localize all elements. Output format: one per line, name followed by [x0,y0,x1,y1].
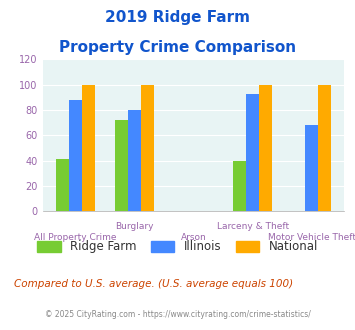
Text: All Property Crime: All Property Crime [34,233,116,243]
Text: Arson: Arson [181,233,206,243]
Text: Larceny & Theft: Larceny & Theft [217,222,289,231]
Text: Burglary: Burglary [115,222,154,231]
Bar [141,85,154,211]
Bar [69,100,82,211]
Text: Motor Vehicle Theft: Motor Vehicle Theft [268,233,355,243]
Text: © 2025 CityRating.com - https://www.cityrating.com/crime-statistics/: © 2025 CityRating.com - https://www.city… [45,310,310,319]
Text: Property Crime Comparison: Property Crime Comparison [59,40,296,54]
Bar [305,125,318,211]
Bar [233,161,246,211]
Bar [318,85,331,211]
Bar [82,85,95,211]
Bar [115,120,128,211]
Bar [128,110,141,211]
Bar [246,94,259,211]
Text: Compared to U.S. average. (U.S. average equals 100): Compared to U.S. average. (U.S. average … [14,279,293,289]
Bar [56,159,69,211]
Text: 2019 Ridge Farm: 2019 Ridge Farm [105,10,250,25]
Bar [259,85,272,211]
Legend: Ridge Farm, Illinois, National: Ridge Farm, Illinois, National [33,237,322,257]
